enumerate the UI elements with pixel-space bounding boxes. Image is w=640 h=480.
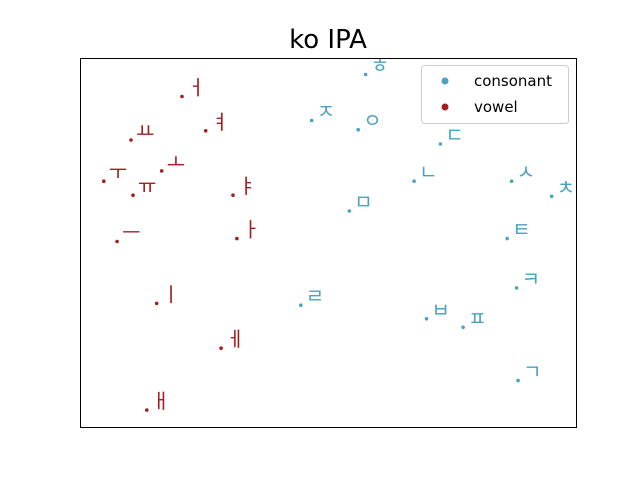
data-label-consonant-10: ㄹ [306, 284, 324, 308]
data-label-consonant-1: ㅈ [317, 100, 335, 124]
data-label-consonant-12: ㅍ [468, 306, 486, 330]
data-point-vowel-3 [159, 169, 164, 173]
data-label-vowel-3: ㅗ [167, 150, 185, 174]
data-point-consonant-12 [461, 325, 465, 330]
data-point-consonant-5 [509, 179, 514, 183]
data-label-consonant-5: ㅅ [517, 160, 535, 184]
plot-area-frame [80, 58, 577, 428]
legend-marker-consonant [441, 77, 449, 85]
data-point-vowel-7 [115, 239, 119, 244]
data-label-vowel-6: ㅑ [238, 174, 256, 198]
data-point-consonant-9 [514, 286, 519, 290]
data-point-consonant-0 [363, 72, 368, 77]
data-point-consonant-11 [424, 317, 429, 321]
data-point-consonant-7 [347, 209, 352, 213]
data-label-vowel-11: ㅐ [152, 389, 170, 413]
data-label-vowel-7: ㅡ [122, 221, 140, 245]
data-point-consonant-1 [309, 118, 314, 123]
data-points-layer: ㅎㅈ ㅇㄷㄴ ㅅㅊㅁㅌㅋㄹㅂ ㅍㄱ ㅓㅕ ㅛㅗ ㅜㅠ ㅑㅡ ㅏㅣㅔㅐ [102, 54, 575, 413]
data-label-consonant-3: ㄷ [445, 123, 463, 147]
data-point-vowel-6 [231, 193, 235, 197]
data-label-vowel-4: ㅜ [109, 160, 127, 184]
data-point-vowel-4 [102, 179, 106, 183]
data-label-consonant-13: ㄱ [523, 360, 541, 384]
data-label-consonant-9: ㅋ [522, 267, 540, 291]
data-point-vowel-5 [131, 193, 135, 197]
data-label-vowel-1: ㅕ [211, 110, 229, 134]
data-point-consonant-10 [299, 303, 303, 308]
data-point-consonant-2 [356, 127, 361, 132]
data-label-vowel-0: ㅓ [187, 76, 205, 100]
legend-label-vowel: vowel [474, 98, 518, 116]
data-point-consonant-8 [505, 236, 510, 241]
data-label-vowel-10: ㅔ [226, 327, 244, 351]
legend-label-consonant: consonant [474, 72, 552, 90]
data-label-consonant-6: ㅊ [557, 175, 575, 199]
data-point-vowel-8 [235, 236, 239, 241]
data-point-vowel-2 [129, 138, 133, 142]
data-point-consonant-3 [438, 142, 443, 146]
data-point-vowel-1 [203, 129, 208, 133]
data-label-vowel-8: ㅏ [242, 218, 260, 242]
data-label-consonant-0: ㅎ [371, 54, 389, 78]
legend: consonant vowel [421, 65, 569, 124]
data-point-consonant-4 [412, 179, 416, 183]
data-label-consonant-11: ㅂ [432, 298, 450, 322]
data-point-vowel-9 [154, 301, 159, 306]
data-label-vowel-2: ㅛ [136, 119, 154, 143]
data-label-consonant-2: ㅇ [363, 109, 381, 133]
data-point-vowel-10 [219, 346, 223, 351]
data-label-consonant-4: ㄴ [419, 160, 437, 184]
data-label-vowel-5: ㅠ [138, 174, 156, 198]
data-point-consonant-6 [549, 194, 554, 199]
data-label-consonant-8: ㅌ [512, 218, 530, 242]
legend-box [421, 65, 569, 124]
legend-marker-vowel [441, 103, 449, 111]
data-point-vowel-11 [145, 408, 149, 412]
data-label-vowel-9: ㅣ [162, 282, 180, 306]
data-label-consonant-7: ㅁ [354, 190, 372, 214]
chart-title: ko IPA [289, 25, 367, 55]
data-point-consonant-13 [516, 378, 520, 383]
data-point-vowel-0 [180, 94, 184, 99]
